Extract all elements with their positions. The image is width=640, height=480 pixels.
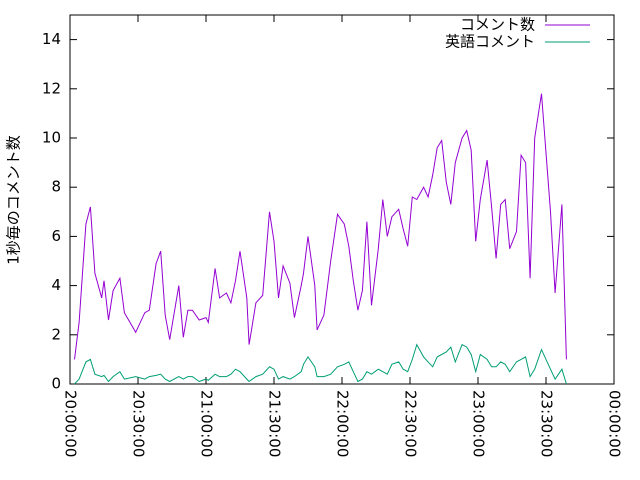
legend-label: コメント数 bbox=[460, 16, 535, 34]
x-tick-label: 00:00:00 bbox=[606, 390, 624, 457]
y-tick-label: 10 bbox=[42, 129, 61, 147]
x-tick-label: 22:00:00 bbox=[334, 390, 352, 457]
y-tick-label: 12 bbox=[42, 79, 61, 97]
x-tick-label: 23:00:00 bbox=[470, 390, 488, 457]
legend-label: 英語コメント bbox=[445, 33, 535, 51]
y-axis-label: 1秒毎のコメント数 bbox=[5, 135, 23, 265]
x-tick-label: 20:00:00 bbox=[62, 390, 80, 457]
x-tick-label: 21:30:00 bbox=[266, 390, 284, 457]
x-tick-label: 22:30:00 bbox=[402, 390, 420, 457]
x-tick-label: 21:00:00 bbox=[198, 390, 216, 457]
y-tick-label: 8 bbox=[51, 178, 61, 196]
x-tick-label: 23:30:00 bbox=[538, 390, 556, 457]
y-tick-label: 6 bbox=[51, 227, 61, 245]
y-tick-label: 14 bbox=[42, 30, 61, 48]
y-tick-label: 2 bbox=[51, 325, 61, 343]
y-tick-label: 0 bbox=[51, 375, 61, 393]
series-line bbox=[74, 93, 567, 360]
x-tick-label: 20:30:00 bbox=[130, 390, 148, 457]
series-line bbox=[74, 343, 567, 385]
y-tick-label: 4 bbox=[51, 276, 61, 294]
